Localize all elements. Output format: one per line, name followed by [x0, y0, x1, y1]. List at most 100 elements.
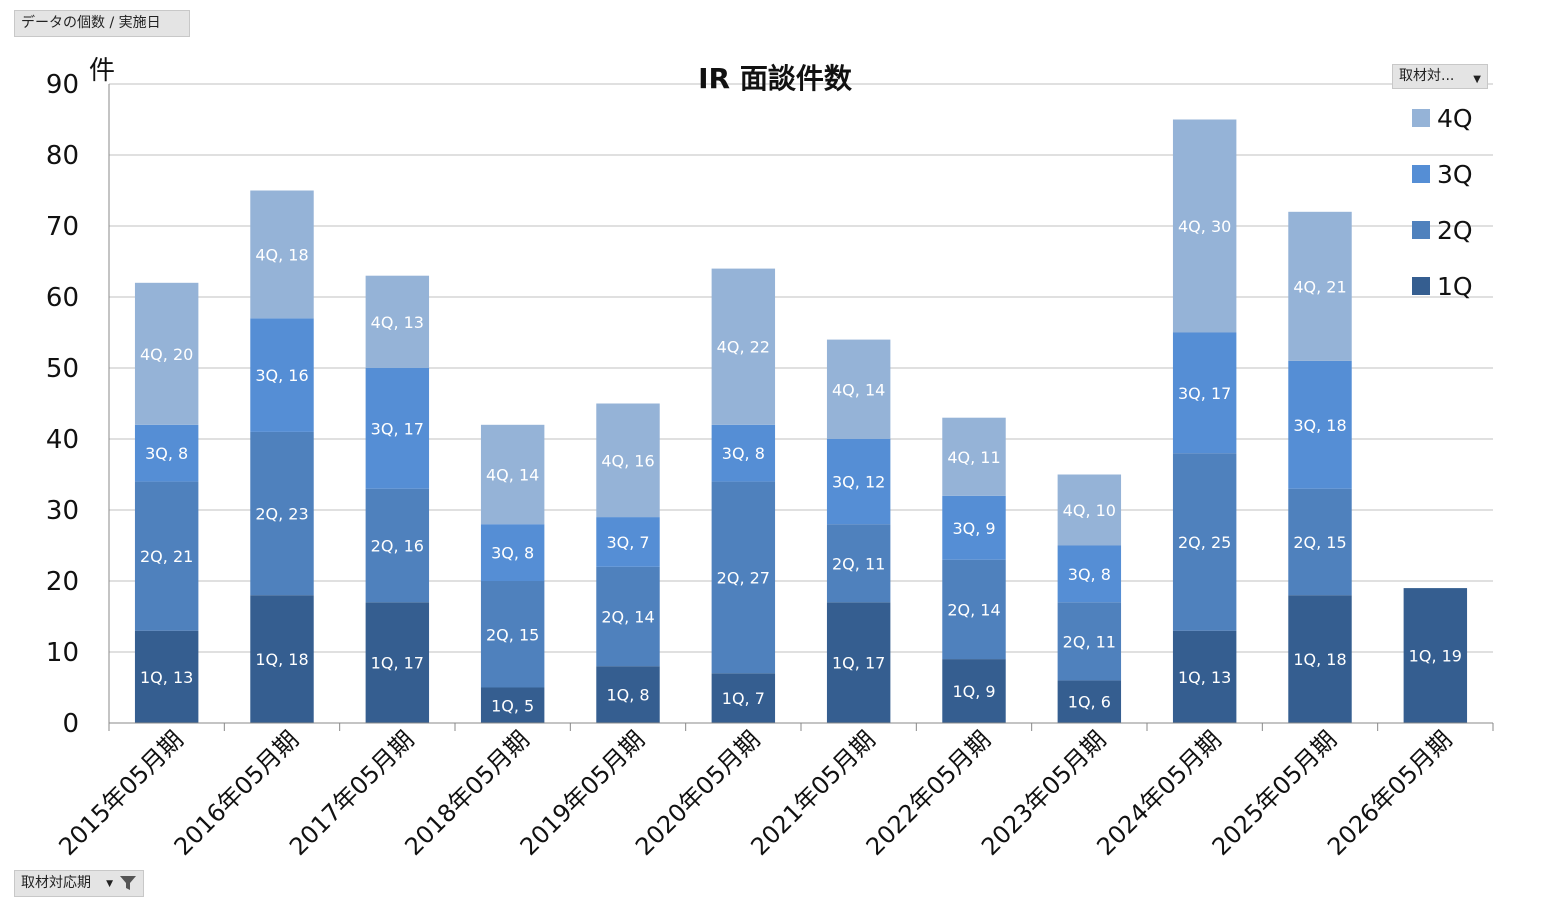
- data-label: 2Q, 14: [601, 608, 654, 627]
- bar-segment: [1288, 211, 1352, 361]
- bar-segment: [826, 524, 891, 603]
- y-tick-label: 40: [46, 425, 79, 455]
- legend-swatch: [1412, 109, 1430, 127]
- bar-segment: [134, 282, 199, 425]
- data-label: 3Q, 17: [371, 419, 424, 438]
- data-label: 3Q, 16: [255, 366, 308, 385]
- data-label: 2Q, 11: [1063, 632, 1116, 651]
- bar-segment: [1172, 332, 1237, 454]
- bar-segment: [1288, 595, 1352, 723]
- data-labels: 1Q, 13 2Q, 21 3Q, 8 4Q, 20 1Q, 18 2Q, 23 3Q, 1…: [140, 217, 1462, 715]
- data-label: 3Q, 12: [832, 473, 885, 492]
- data-label: 1Q, 7: [722, 689, 765, 708]
- bar-segment: [826, 339, 891, 439]
- data-label: 2Q, 11: [832, 554, 885, 573]
- series-filter-label: 取材対...: [1399, 68, 1455, 84]
- data-label: 3Q, 8: [145, 444, 188, 463]
- data-label: 3Q, 18: [1293, 416, 1346, 435]
- bar-segment: [1288, 360, 1352, 489]
- bar-segment: [1057, 474, 1122, 546]
- data-label: 1Q, 9: [952, 682, 995, 701]
- data-label: 4Q, 16: [601, 451, 654, 470]
- legend-swatch: [1412, 277, 1430, 295]
- bar-segment: [826, 602, 891, 723]
- x-tick-label: 2026年05月期: [1322, 725, 1457, 860]
- bar-segment: [480, 424, 545, 525]
- bar-segment: [942, 659, 1006, 723]
- bar-segment: [1288, 488, 1352, 596]
- data-label: 4Q, 22: [717, 338, 770, 357]
- y-axis-unit-label: 件: [89, 56, 115, 86]
- bar-segment: [134, 630, 199, 723]
- data-label: 4Q, 21: [1293, 277, 1346, 296]
- data-label: 4Q, 13: [371, 313, 424, 332]
- bar-segment: [480, 524, 545, 581]
- data-label: 4Q, 14: [832, 380, 885, 399]
- dropdown-arrow-icon: ▼: [106, 879, 113, 889]
- data-label: 1Q, 13: [140, 668, 193, 687]
- bar-segment: [250, 595, 314, 723]
- data-label: 2Q, 21: [140, 547, 193, 566]
- data-label: 3Q, 8: [491, 544, 534, 563]
- filter-funnel-icon: [120, 876, 136, 890]
- legend-label: 3Q: [1437, 160, 1473, 189]
- bar-segment: [1057, 545, 1122, 603]
- data-label: 1Q, 17: [371, 654, 424, 673]
- bars: [134, 119, 1468, 723]
- bar-segment: [365, 488, 430, 603]
- bar-segment: [1172, 119, 1237, 333]
- bar-segment: [826, 439, 891, 525]
- y-tick-label: 70: [46, 212, 79, 242]
- legend-label: 2Q: [1437, 216, 1473, 245]
- data-label: 4Q, 10: [1063, 501, 1116, 520]
- bar-segment: [365, 368, 430, 489]
- bar-segment: [711, 673, 776, 723]
- bar-segment: [1057, 602, 1122, 681]
- y-tick-label: 60: [46, 283, 79, 313]
- bar-segment: [1057, 680, 1122, 723]
- gridlines: [109, 83, 1493, 653]
- legend-swatch: [1412, 221, 1430, 239]
- legend: 4Q 3Q 2Q 1Q: [1412, 104, 1473, 301]
- bar-segment: [365, 275, 430, 368]
- data-label: 1Q, 6: [1068, 693, 1111, 712]
- bar-segment: [596, 566, 660, 667]
- bar-segment: [596, 403, 660, 518]
- legend-swatch: [1412, 165, 1430, 183]
- bar-segment: [596, 666, 660, 723]
- category-filter-button[interactable]: 取材対応期 ▼: [14, 870, 144, 897]
- bar-segment: [942, 559, 1006, 660]
- bar-segment: [942, 495, 1006, 560]
- values-field-button[interactable]: データの個数 / 実施日: [14, 10, 190, 37]
- bar-segment: [134, 424, 199, 482]
- legend-label: 4Q: [1437, 104, 1473, 133]
- bar-segment: [711, 481, 776, 674]
- bar-segment: [711, 268, 776, 425]
- data-label: 1Q, 18: [1293, 650, 1346, 669]
- bar-segment: [365, 602, 430, 723]
- y-tick-label: 90: [46, 70, 79, 100]
- data-label: 2Q, 14: [947, 600, 1000, 619]
- data-label: 4Q, 18: [255, 245, 308, 264]
- y-tick-label: 20: [46, 567, 79, 597]
- data-label: 4Q, 20: [140, 345, 193, 364]
- bar-segment: [596, 517, 660, 567]
- chart-title: IR 面談件数: [698, 62, 853, 95]
- bar-segment: [134, 481, 199, 631]
- series-filter-button[interactable]: 取材対... ▼: [1392, 64, 1488, 89]
- data-label: 2Q, 23: [255, 505, 308, 524]
- bar-segment: [1172, 630, 1237, 723]
- bar-segment: [1172, 453, 1237, 631]
- data-label: 2Q, 15: [1293, 533, 1346, 552]
- dropdown-arrow-icon: ▼: [1473, 74, 1481, 85]
- data-label: 3Q, 8: [1068, 565, 1111, 584]
- data-label: 4Q, 11: [947, 448, 1000, 467]
- y-tick-label: 10: [46, 638, 79, 668]
- bar-segment: [250, 318, 314, 432]
- data-label: 1Q, 19: [1409, 647, 1462, 666]
- data-label: 4Q, 14: [486, 466, 539, 485]
- data-label: 3Q, 8: [722, 444, 765, 463]
- y-tick-label: 0: [62, 709, 79, 739]
- bar-segment: [480, 687, 545, 723]
- data-label: 3Q, 7: [606, 533, 649, 552]
